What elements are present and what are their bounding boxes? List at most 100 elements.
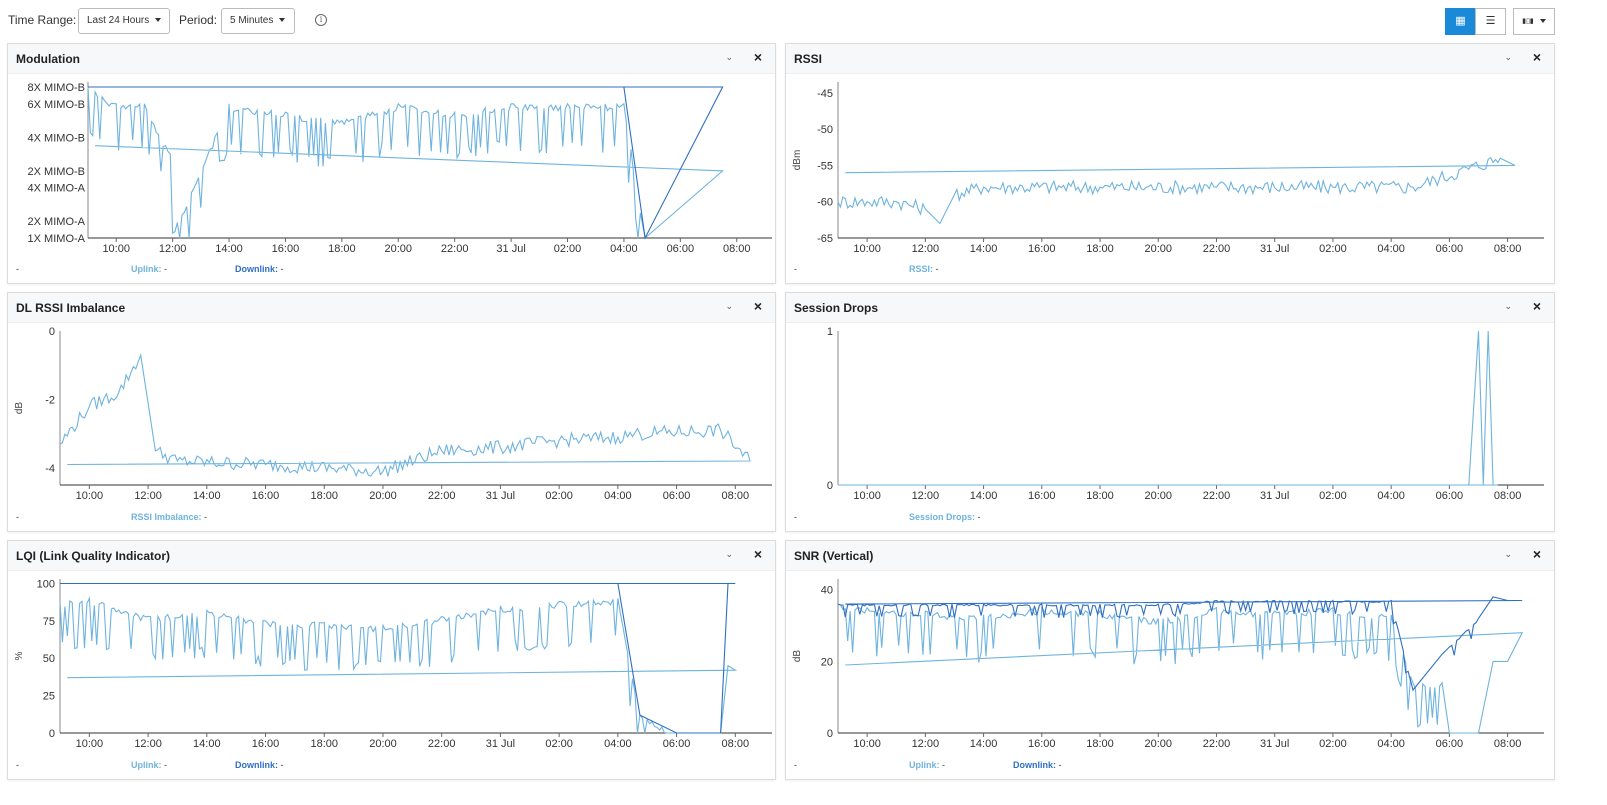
x-tick-label: 22:00 xyxy=(428,490,456,502)
y-tick-label: 4X MIMO-B xyxy=(28,132,85,144)
y-tick-label: 1 xyxy=(827,326,833,338)
panel-title: LQI (Link Quality Indicator) xyxy=(16,549,171,563)
chart-options-button[interactable]: ▮▯▮ xyxy=(1513,8,1555,35)
legend-value: - xyxy=(280,264,284,274)
panel-modulation: Modulation ⌄ × 1X MIMO-A 2X MIMO-A 4X MIMO-A 2… xyxy=(7,43,776,284)
x-tick-label: 08:00 xyxy=(723,243,751,255)
panel-header: Modulation ⌄ × xyxy=(8,44,775,74)
x-tick-label: 20:00 xyxy=(369,490,397,502)
close-icon[interactable]: × xyxy=(753,546,762,562)
legend-item[interactable]: Uplink: - xyxy=(909,760,945,770)
panel-header: RSSI ⌄ × xyxy=(786,44,1554,74)
x-tick-label: 02:00 xyxy=(554,243,582,255)
legend-label: Uplink: xyxy=(131,264,164,274)
x-tick-label: 31 Jul xyxy=(1260,243,1289,255)
x-tick-label: 16:00 xyxy=(1028,490,1056,502)
collapse-icon[interactable]: ⌄ xyxy=(1504,52,1512,62)
legend-item[interactable]: Downlink: - xyxy=(235,264,284,274)
list-view-icon: ☰ xyxy=(1485,15,1496,27)
x-tick-label: 16:00 xyxy=(252,738,280,750)
legend-item[interactable]: Downlink: - xyxy=(1013,760,1062,770)
grid-view-button[interactable]: ▦ xyxy=(1445,8,1476,35)
x-tick-label: 04:00 xyxy=(604,490,632,502)
legend-label: RSSI Imbalance: xyxy=(131,512,205,522)
collapse-icon[interactable]: ⌄ xyxy=(725,52,733,62)
panel-title: Session Drops xyxy=(794,301,879,315)
series-line-downlink xyxy=(837,596,1523,692)
legend-label: Uplink: xyxy=(131,760,164,770)
chart-rssi: -45 -50 -55 -60 -65 dBm 10:00 12:00 14:00 16:00 18… xyxy=(792,82,1544,255)
close-icon[interactable]: × xyxy=(753,49,762,65)
info-icon[interactable]: i xyxy=(315,14,327,26)
legend-item[interactable]: Session Drops: - xyxy=(909,512,981,522)
legend-item[interactable]: Uplink: - xyxy=(131,264,167,274)
chart-options-icon: ▮▯▮ xyxy=(1522,18,1534,25)
chart-snr-vertical: 40 20 0 dB 10:00 12:00 14:00 16:00 18:00 20:00 22:… xyxy=(792,579,1544,750)
time-range-label: Time Range: xyxy=(8,13,77,27)
legend-value: - xyxy=(977,512,981,522)
x-tick-label: 22:00 xyxy=(441,243,469,255)
legend-value: - xyxy=(204,512,208,522)
y-tick-label: -50 xyxy=(817,124,833,136)
close-icon[interactable]: × xyxy=(1532,298,1541,314)
x-tick-label: 08:00 xyxy=(722,490,750,502)
caret-down-icon xyxy=(279,18,286,23)
x-tick-label: 06:00 xyxy=(1436,243,1464,255)
panel-title: SNR (Vertical) xyxy=(794,549,874,563)
legend-item[interactable]: Downlink: - xyxy=(235,760,284,770)
y-tick-label: -60 xyxy=(817,197,833,209)
y-axis-title: dB xyxy=(792,650,803,663)
x-tick-label: 16:00 xyxy=(252,490,280,502)
panel-title: RSSI xyxy=(794,52,823,66)
x-tick-label: 31 Jul xyxy=(486,738,515,750)
list-view-button[interactable]: ☰ xyxy=(1475,8,1506,35)
x-tick-label: 31 Jul xyxy=(1260,490,1289,502)
y-tick-label: 0 xyxy=(49,326,55,338)
x-tick-label: 18:00 xyxy=(328,243,356,255)
period-dropdown[interactable]: 5 Minutes xyxy=(221,8,295,34)
x-tick-label: 22:00 xyxy=(1203,243,1231,255)
x-tick-label: 02:00 xyxy=(1319,738,1347,750)
collapse-icon[interactable]: ⌄ xyxy=(725,301,733,311)
x-tick-label: 20:00 xyxy=(1144,490,1172,502)
x-tick-label: 10:00 xyxy=(853,490,881,502)
chart-lqi: 100 75 50 25 0% 10:00 12:00 14:00 16:00 18:00 20:0… xyxy=(14,578,772,750)
close-icon[interactable]: × xyxy=(753,298,762,314)
series-line-rssi-imbalance xyxy=(59,352,751,478)
y-tick-label: -65 xyxy=(817,233,833,245)
x-tick-label: 06:00 xyxy=(663,738,691,750)
y-tick-label: 0 xyxy=(49,728,55,740)
panel-dl-rssi-imbalance: DL RSSI Imbalance ⌄ × 0 -2 -4 dB 10:00 12:00 14:0… xyxy=(7,292,776,532)
x-tick-label: 08:00 xyxy=(1494,738,1522,750)
panel-header: SNR (Vertical) ⌄ × xyxy=(786,541,1554,571)
collapse-icon[interactable]: ⌄ xyxy=(725,549,733,559)
x-tick-label: 02:00 xyxy=(1319,490,1347,502)
y-tick-label: 75 xyxy=(43,616,55,628)
y-tick-label: 6X MIMO-B xyxy=(28,99,85,111)
y-tick-label: -45 xyxy=(817,88,833,100)
panel-rssi: RSSI ⌄ × -45 -50 -55 -60 -65 dBm 10:00 12:00 14:00 1… xyxy=(785,43,1555,284)
series-line-uplink xyxy=(837,603,1524,734)
legend-value: - xyxy=(942,760,945,770)
toolbar: Time Range: Last 24 Hours Period: 5 Minu… xyxy=(0,0,1607,42)
legend-item[interactable]: RSSI Imbalance: - xyxy=(131,512,207,522)
panel-footer-dash: - xyxy=(794,760,797,770)
x-tick-label: 06:00 xyxy=(663,490,691,502)
series-line-uplink xyxy=(87,86,725,240)
series-line-downlink xyxy=(88,86,724,240)
x-tick-label: 04:00 xyxy=(1377,490,1405,502)
x-tick-label: 14:00 xyxy=(193,738,221,750)
caret-down-icon xyxy=(155,18,162,23)
chart-modulation: 1X MIMO-A 2X MIMO-A 4X MIMO-A 2X MIMO-B 4X M… xyxy=(28,82,772,255)
y-tick-label: 0 xyxy=(827,728,833,740)
time-range-dropdown[interactable]: Last 24 Hours xyxy=(78,8,170,34)
close-icon[interactable]: × xyxy=(1532,546,1541,562)
legend-item[interactable]: RSSI: - xyxy=(909,264,939,274)
collapse-icon[interactable]: ⌄ xyxy=(1504,549,1512,559)
x-tick-label: 18:00 xyxy=(1086,490,1114,502)
y-axis-title: % xyxy=(14,651,25,660)
close-icon[interactable]: × xyxy=(1532,49,1541,65)
legend-item[interactable]: Uplink: - xyxy=(131,760,167,770)
y-tick-label: 25 xyxy=(43,691,55,703)
collapse-icon[interactable]: ⌄ xyxy=(1504,301,1512,311)
